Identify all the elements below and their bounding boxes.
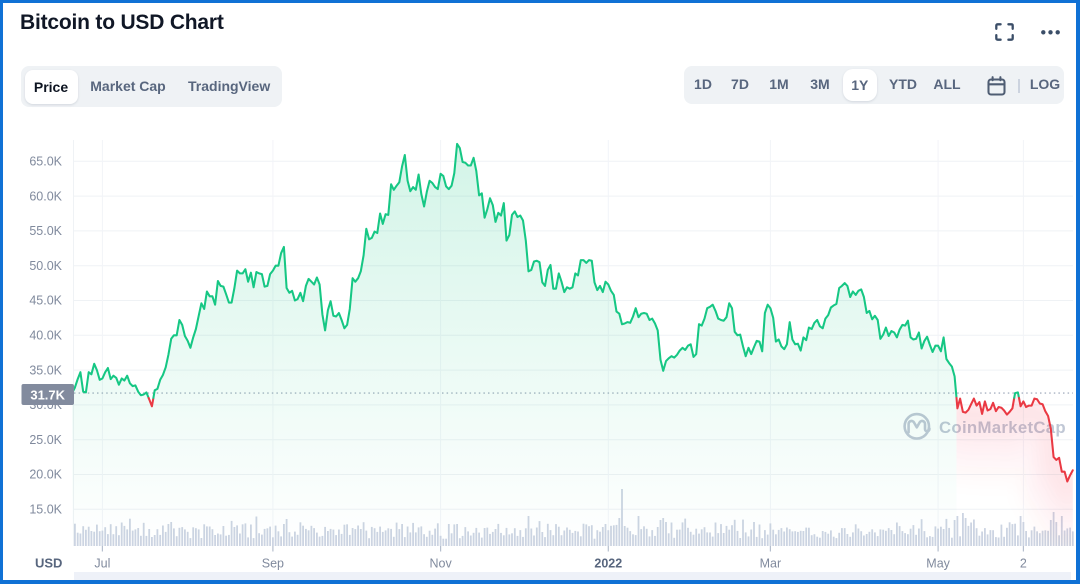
svg-text:65.0K: 65.0K [29, 155, 62, 169]
svg-text:2022: 2022 [594, 557, 622, 571]
svg-text:Sep: Sep [262, 557, 284, 571]
svg-text:CoinMarketCap: CoinMarketCap [939, 418, 1066, 437]
svg-text:Nov: Nov [429, 557, 452, 571]
svg-text:60.0K: 60.0K [29, 189, 62, 203]
svg-text:20.0K: 20.0K [29, 468, 62, 482]
svg-text:25.0K: 25.0K [29, 433, 62, 447]
svg-text:Jul: Jul [94, 557, 110, 571]
svg-text:50.0K: 50.0K [29, 259, 62, 273]
svg-text:55.0K: 55.0K [29, 224, 62, 238]
svg-text:Mar: Mar [760, 557, 782, 571]
svg-text:2: 2 [1020, 557, 1027, 571]
svg-text:40.0K: 40.0K [29, 329, 62, 343]
svg-text:35.0K: 35.0K [29, 363, 62, 377]
svg-text:15.0K: 15.0K [29, 503, 62, 517]
svg-text:45.0K: 45.0K [29, 294, 62, 308]
svg-text:USD: USD [35, 556, 62, 571]
svg-text:31.7K: 31.7K [30, 388, 65, 403]
svg-text:May: May [926, 557, 950, 571]
